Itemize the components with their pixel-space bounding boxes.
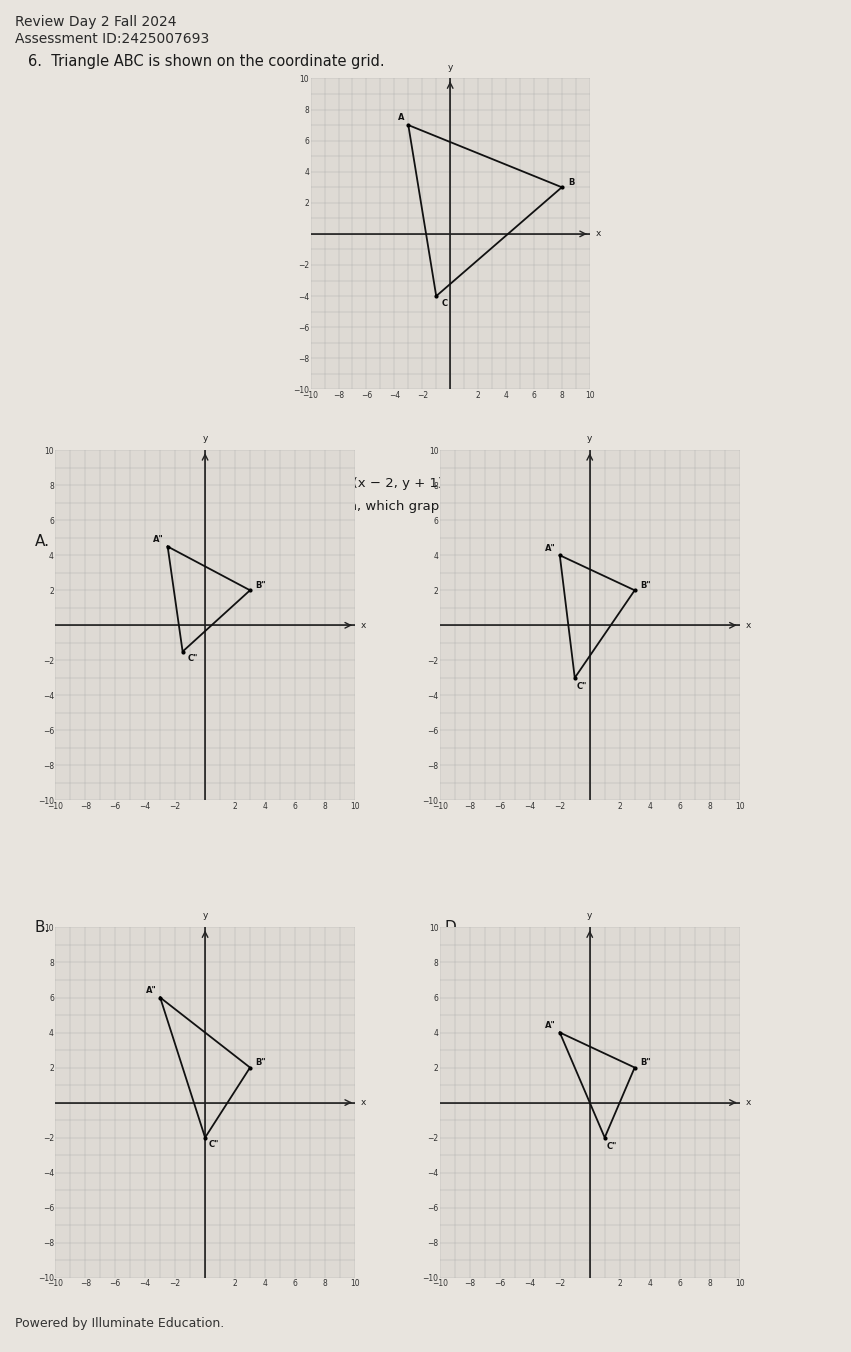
Text: y: y: [203, 911, 208, 921]
Text: x: x: [361, 621, 366, 630]
Text: y: y: [587, 911, 592, 921]
Text: C": C": [208, 1140, 220, 1149]
Text: y: y: [203, 434, 208, 443]
Text: B": B": [255, 1057, 266, 1067]
Text: D.: D.: [445, 919, 461, 936]
Text: C.: C.: [445, 534, 460, 549]
Text: 1: 1: [80, 496, 88, 508]
Text: A": A": [146, 986, 157, 995]
Text: A": A": [545, 1021, 557, 1030]
Text: A: A: [398, 112, 404, 122]
Text: x: x: [361, 1098, 366, 1107]
Text: of: of: [60, 500, 73, 512]
Text: y: y: [587, 434, 592, 443]
Text: Assessment ID:2425007693: Assessment ID:2425007693: [15, 32, 209, 46]
Text: C": C": [188, 654, 198, 662]
Text: B": B": [640, 580, 650, 589]
Text: A.: A.: [35, 534, 50, 549]
Text: C": C": [577, 681, 587, 691]
Text: B.: B.: [35, 919, 50, 936]
Text: x: x: [596, 230, 601, 238]
Text: B: B: [568, 178, 574, 187]
Text: Review Day 2 Fall 2024: Review Day 2 Fall 2024: [15, 15, 176, 28]
Text: A": A": [545, 544, 557, 553]
Text: x: x: [745, 1098, 751, 1107]
Text: C: C: [442, 299, 448, 308]
Text: B": B": [255, 580, 266, 589]
Text: 6.  Triangle ABC is shown on the coordinate grid.: 6. Triangle ABC is shown on the coordina…: [28, 54, 385, 69]
Text: If △ABC is translated using the rule (x, y) → (x − 2, y + 1) and then dilated by: If △ABC is translated using the rule (x,…: [60, 477, 629, 489]
Text: Powered by Illuminate Education.: Powered by Illuminate Education.: [15, 1317, 225, 1330]
Text: A": A": [153, 535, 164, 544]
Text: B": B": [640, 1057, 650, 1067]
Text: C": C": [607, 1142, 617, 1151]
Text: x: x: [745, 621, 751, 630]
Text: 2: 2: [80, 504, 88, 516]
Text: y: y: [448, 64, 453, 72]
Text: with the origin as the center of dilation, which graph represents △A″B″C″?: with the origin as the center of dilatio…: [96, 500, 587, 512]
